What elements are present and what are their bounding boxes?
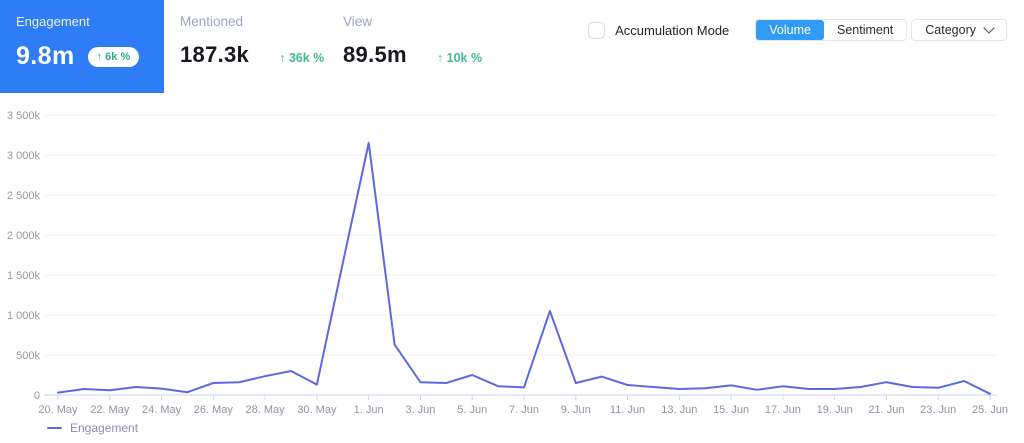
svg-text:24. May: 24. May [142,404,182,416]
svg-text:17. Jun: 17. Jun [765,404,801,416]
svg-text:0: 0 [34,390,40,402]
svg-text:1 000k: 1 000k [7,310,41,322]
view-label: View [343,14,373,29]
svg-text:500k: 500k [16,350,40,362]
engagement-stat-card[interactable]: Engagement 9.8m ↑ 6k % [0,0,164,93]
svg-text:28. May: 28. May [246,404,286,416]
accumulation-mode-label: Accumulation Mode [615,22,730,38]
svg-text:26. May: 26. May [194,404,234,416]
sentiment-button[interactable]: Sentiment [823,20,907,40]
svg-text:5. Jun: 5. Jun [457,404,487,416]
svg-text:7. Jun: 7. Jun [509,404,539,416]
svg-text:22. May: 22. May [90,404,130,416]
chevron-down-icon [983,22,995,34]
chart-controls: Accumulation Mode Volume Sentiment Categ… [588,19,1007,41]
line-chart-canvas: 0 500k 1 000k 1 500k 2 000k 2 500k 3 000k 3 500… [7,110,1008,416]
volume-button[interactable]: Volume [756,20,824,40]
mentioned-value: 187.3k [180,42,250,67]
mentioned-stat-card[interactable]: Mentioned 187.3k ↑ 36k % [180,14,324,68]
engagement-delta-badge: ↑ 6k % [87,46,140,67]
svg-text:20. May: 20. May [38,404,78,416]
metric-toggle-group: Volume Sentiment [755,19,908,41]
svg-text:25. Jun: 25. Jun [972,404,1008,416]
engagement-line-chart: 0 500k 1 000k 1 500k 2 000k 2 500k 3 000k 3 500… [0,95,1024,425]
category-dropdown-label: Category [925,23,976,37]
svg-text:2 500k: 2 500k [7,190,41,202]
svg-text:21. Jun: 21. Jun [868,404,904,416]
svg-text:15. Jun: 15. Jun [713,404,749,416]
svg-text:3 500k: 3 500k [7,110,41,122]
engagement-card-value: 9.8m [16,42,75,70]
engagement-series-label: Engagement [70,421,139,435]
chart-legend[interactable]: Engagement [47,421,138,435]
svg-text:1. Jun: 1. Jun [354,404,384,416]
category-dropdown[interactable]: Category [911,19,1007,41]
svg-text:19. Jun: 19. Jun [817,404,853,416]
accumulation-mode-checkbox[interactable] [588,21,606,39]
view-value: 89.5m [343,42,407,67]
engagement-series-swatch [47,426,62,430]
svg-text:11. Jun: 11. Jun [610,404,645,416]
mentioned-delta: ↑ 36k % [279,51,325,65]
engagement-card-label: Engagement [16,14,90,29]
svg-text:3. Jun: 3. Jun [405,404,435,416]
svg-text:2 000k: 2 000k [7,230,41,242]
svg-text:23. Jun: 23. Jun [920,404,956,416]
svg-text:13. Jun: 13. Jun [661,404,697,416]
svg-text:3 000k: 3 000k [7,150,41,162]
stats-header: Engagement 9.8m ↑ 6k % Mentioned 187.3k … [0,0,1024,93]
svg-text:9. Jun: 9. Jun [561,404,591,416]
svg-text:1 500k: 1 500k [7,270,41,282]
svg-text:30. May: 30. May [297,404,337,416]
view-stat-card[interactable]: View 89.5m ↑ 10k % [343,14,482,68]
view-delta: ↑ 10k % [436,51,483,65]
mentioned-label: Mentioned [180,14,244,29]
